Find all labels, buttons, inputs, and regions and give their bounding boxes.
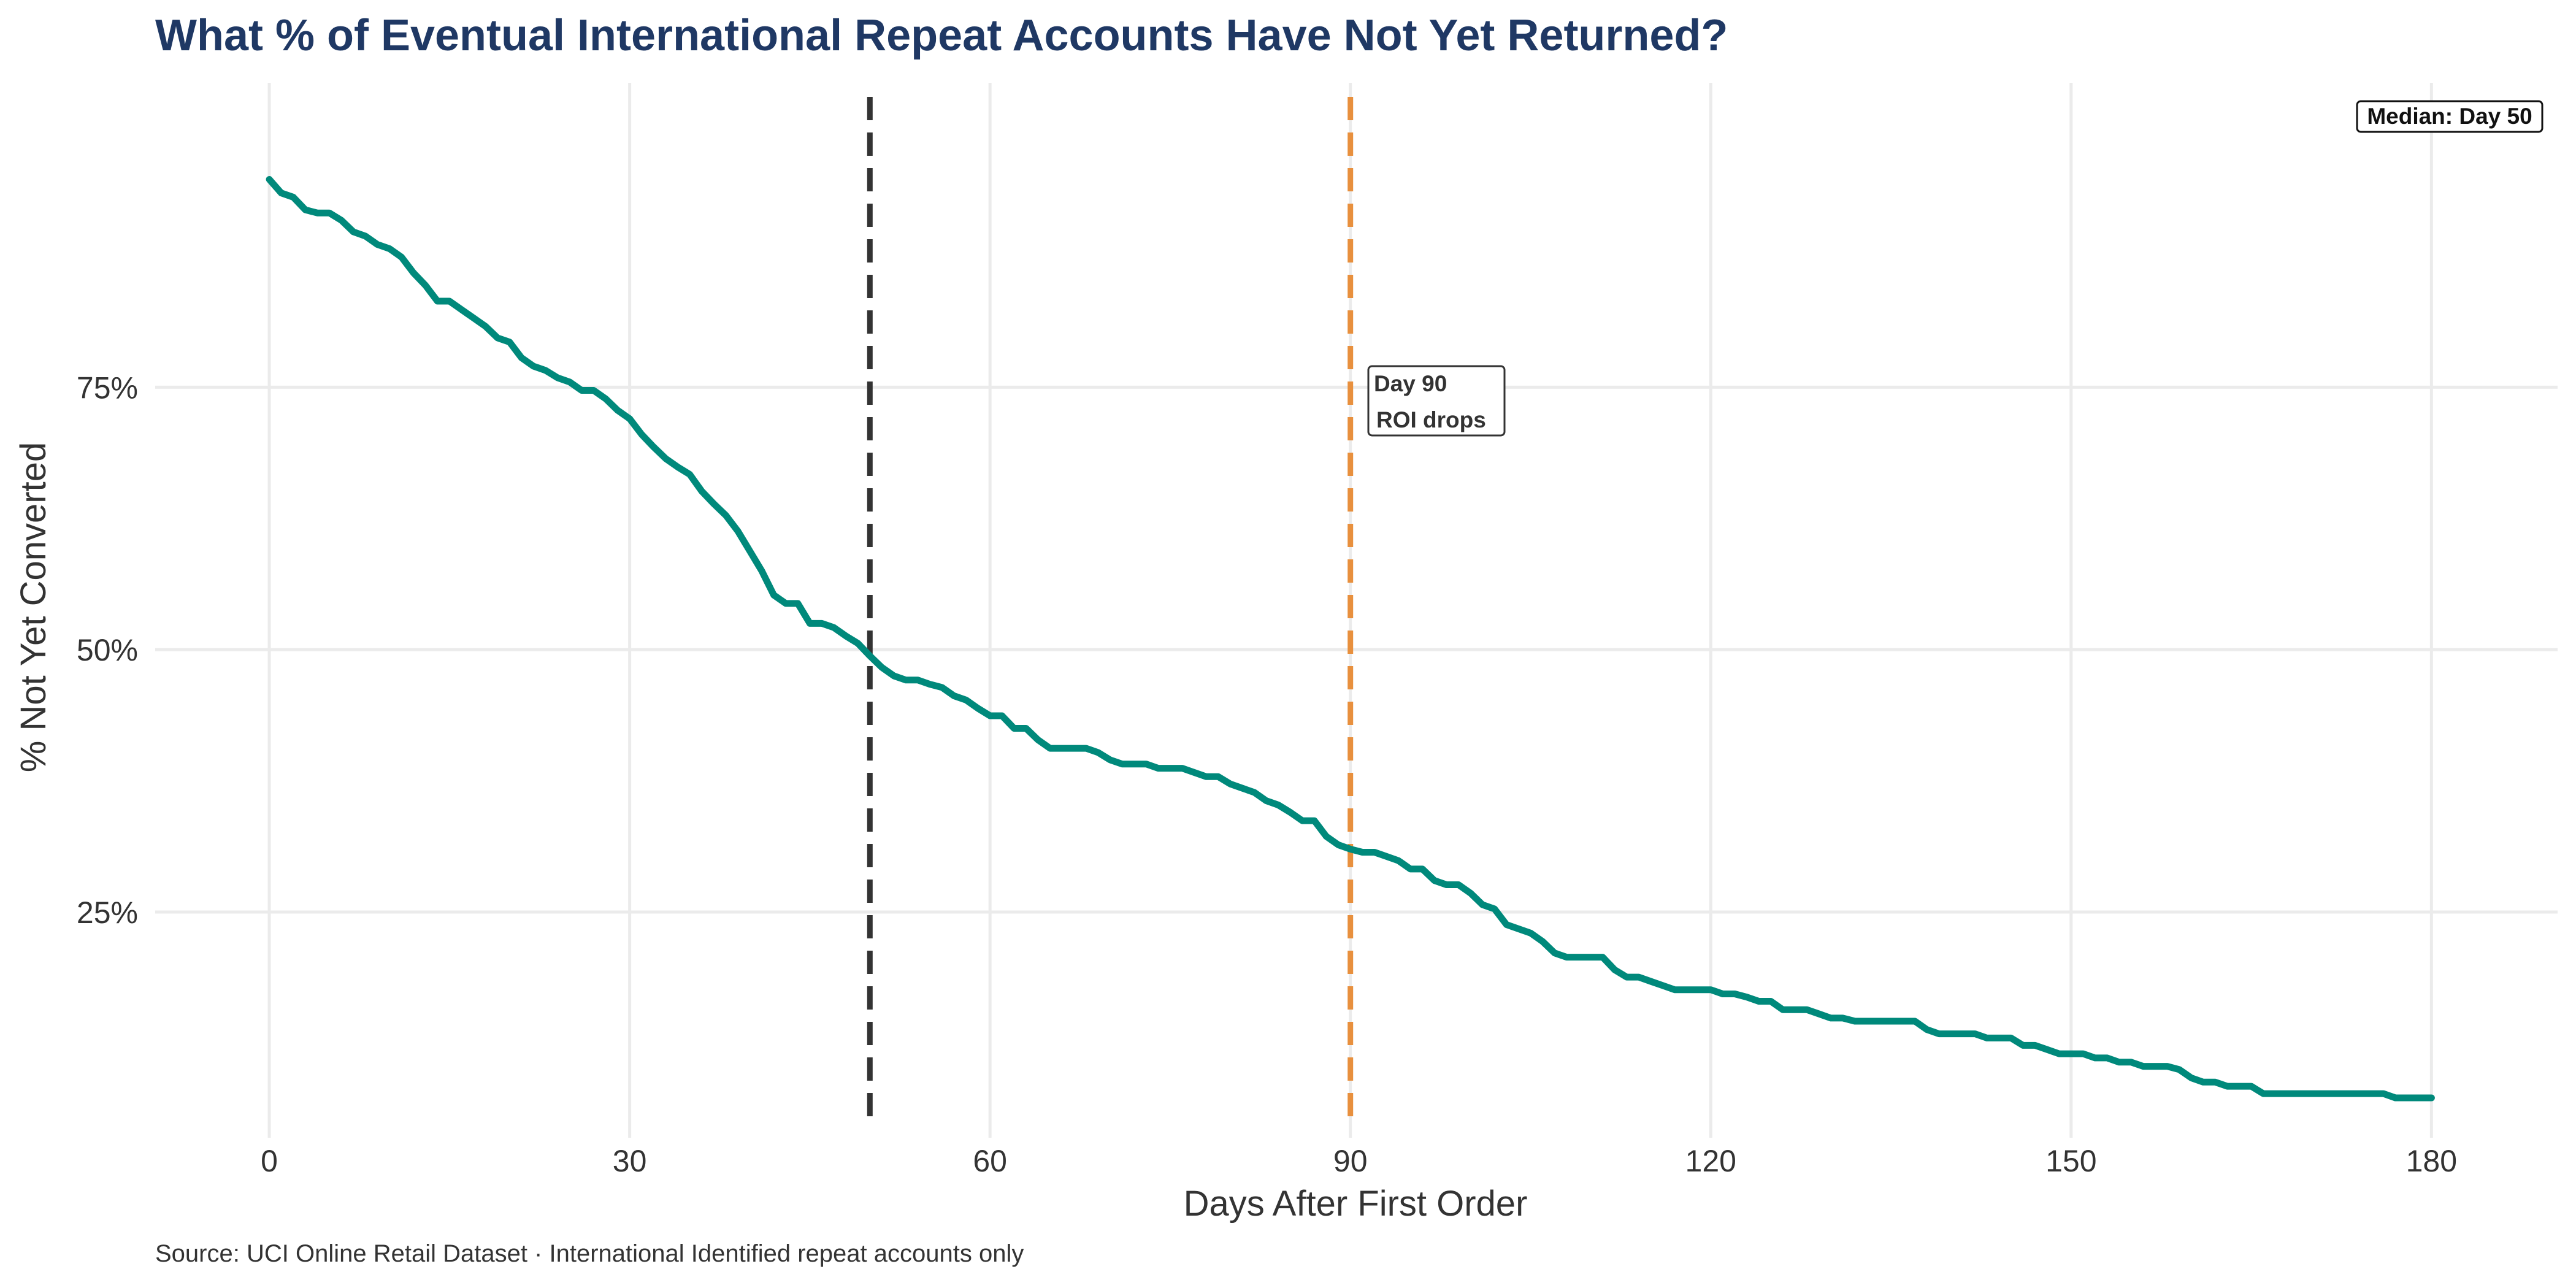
- x-tick-label: 90: [1333, 1144, 1368, 1178]
- x-tick-label: 60: [973, 1144, 1007, 1178]
- annotation-median-box: [2356, 100, 2543, 133]
- chart-caption: Source: UCI Online Retail Dataset · Inte…: [155, 1240, 1024, 1267]
- x-tick-label: 180: [2406, 1144, 2457, 1178]
- annotation-day90-line2: ROI drops: [1376, 407, 1486, 432]
- x-tick-label: 150: [2045, 1144, 2096, 1178]
- chart-title: What % of Eventual International Repeat …: [155, 11, 1728, 60]
- annotation-median: Median: Day 50: [2356, 100, 2543, 133]
- x-tick-label: 0: [261, 1144, 278, 1178]
- series-line: [266, 176, 2435, 1102]
- tick-labels: 0 30 60 90 120 150 180 25% 50% 75%: [77, 370, 2457, 1178]
- annotation-day90-line1: Day 90: [1374, 371, 1447, 396]
- annotation-median-label: Median: Day 50: [2367, 104, 2532, 129]
- x-tick-label: 120: [1685, 1144, 1736, 1178]
- y-axis-label: % Not Yet Converted: [13, 442, 53, 772]
- reference-lines: [867, 97, 1354, 1129]
- annotation-day90-box: [1367, 365, 1506, 437]
- annotation-day90: Day 90 ROI drops: [1367, 365, 1506, 437]
- x-axis-label: Days After First Order: [1184, 1184, 1528, 1224]
- y-tick-label: 25%: [77, 895, 138, 930]
- gridlines: [155, 83, 2558, 1138]
- x-tick-label: 30: [613, 1144, 647, 1178]
- y-tick-label: 50%: [77, 633, 138, 667]
- series-group: [266, 176, 2435, 1102]
- y-tick-label: 75%: [77, 370, 138, 405]
